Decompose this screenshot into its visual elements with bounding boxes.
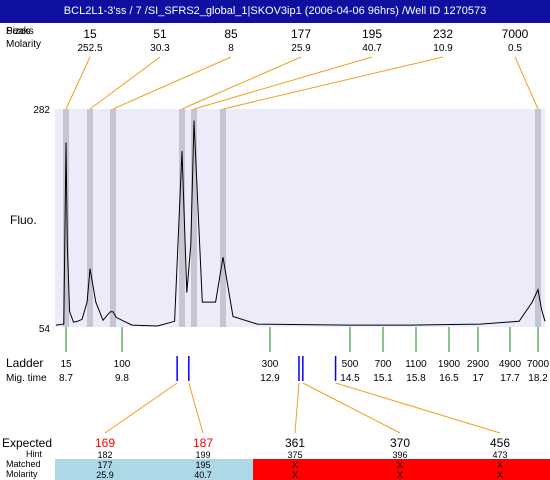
chart-title: BCL2L1-3'ss / 7 /SI_SFRS2_global_1|SKOV3… [63,5,487,17]
ladder-mig-time: 12.9 [260,373,280,384]
peak-connector [89,56,161,110]
peak-connector [222,56,444,110]
mig-time-label: Mig. time [6,373,47,384]
hint-value: 182 [97,450,112,460]
matched-molarity: X [397,470,403,480]
peak-molarity: 0.5 [508,43,522,54]
unmatched-row-bg [253,459,550,480]
peak-molarity: 25.9 [291,43,311,54]
peak-size: 85 [224,27,238,41]
hint-value: 199 [195,450,210,460]
ladder-size: 7000 [527,359,550,370]
peak-molarity: 40.7 [362,43,382,54]
expected-connector [302,382,401,434]
matched-molarity: 40.7 [194,470,212,480]
ladder-mig-time: 15.8 [406,373,426,384]
peak-size: 177 [291,27,311,41]
ladder-size: 1900 [438,359,461,370]
ladder-mig-time: 8.7 [59,373,73,384]
expected-value: 456 [490,436,510,450]
peak-band [87,109,93,327]
ladder-mig-time: 18.2 [528,373,548,384]
peak-molarity: 30.3 [150,43,170,54]
expected-value: 361 [285,436,305,450]
ladder-size: 15 [60,359,72,370]
peak-band [179,109,185,327]
matched-value: 195 [195,460,210,470]
peak-connector [112,56,232,110]
fluorescence-trace [55,120,546,327]
ladder-size: 4900 [499,359,522,370]
peak-band [63,109,69,327]
ladder-size: 300 [262,359,279,370]
peak-band [191,109,197,327]
peak-size: 51 [153,27,167,41]
matched-molarity: 25.9 [96,470,114,480]
ladder-size: 700 [375,359,392,370]
matched-row-bg [55,459,253,480]
peak-molarity: 10.9 [433,43,453,54]
matched-value: X [497,460,503,470]
peak-connector [193,56,373,110]
hint-value: 396 [392,450,407,460]
peak-molarity: 8 [228,43,234,54]
plot-area [55,109,545,327]
peak-size: 232 [433,27,453,41]
matched-molarity: X [497,470,503,480]
ladder-label: Ladder [6,356,43,370]
matched-molarity: X [292,470,298,480]
y-axis-label: Fluo. [10,213,37,227]
matched-label: Matched [6,459,41,469]
y-tick-max: 282 [33,105,50,116]
expected-value: 187 [193,436,213,450]
peak-connector [514,56,539,110]
ladder-mig-time: 14.5 [340,373,360,384]
peak-band [220,109,226,327]
expected-value: 169 [95,436,115,450]
y-tick-min: 54 [39,324,51,335]
peak-molarity: 252.5 [77,43,102,54]
matched-value: 177 [97,460,112,470]
peak-size: 195 [362,27,382,41]
title-bar: BCL2L1-3'ss / 7 /SI_SFRS2_global_1|SKOV3… [0,0,550,23]
expected-value: 370 [390,436,410,450]
ladder-mig-time: 15.1 [373,373,393,384]
ladder-size: 100 [114,359,131,370]
sizes-label: Sizes [6,26,30,37]
peak-band [110,109,116,327]
expected-connector [335,382,501,434]
peak-connector [65,56,91,110]
expected-connector [294,382,300,434]
peak-connector [181,56,302,110]
ladder-size: 500 [342,359,359,370]
expected-molarity-label: Molarity [6,469,38,479]
ladder-mig-time: 16.5 [439,373,459,384]
peak-size: 7000 [502,27,529,41]
molarity-label: Molarity [6,39,41,50]
expected-connector [104,382,178,434]
ladder-size: 1100 [405,359,427,370]
hint-value: 473 [492,450,507,460]
expected-connector [188,382,204,434]
peaks-label: Peaks [6,26,34,37]
matched-value: X [397,460,403,470]
hint-label: Hint [26,449,43,459]
matched-value: X [292,460,298,470]
ladder-mig-time: 9.8 [115,373,129,384]
peak-size: 15 [83,27,97,41]
expected-label: Expected [2,436,52,450]
hint-value: 375 [287,450,302,460]
ladder-mig-time: 17 [472,373,484,384]
ladder-mig-time: 17.7 [500,373,520,384]
ladder-size: 2900 [467,359,490,370]
peak-band [535,109,541,327]
